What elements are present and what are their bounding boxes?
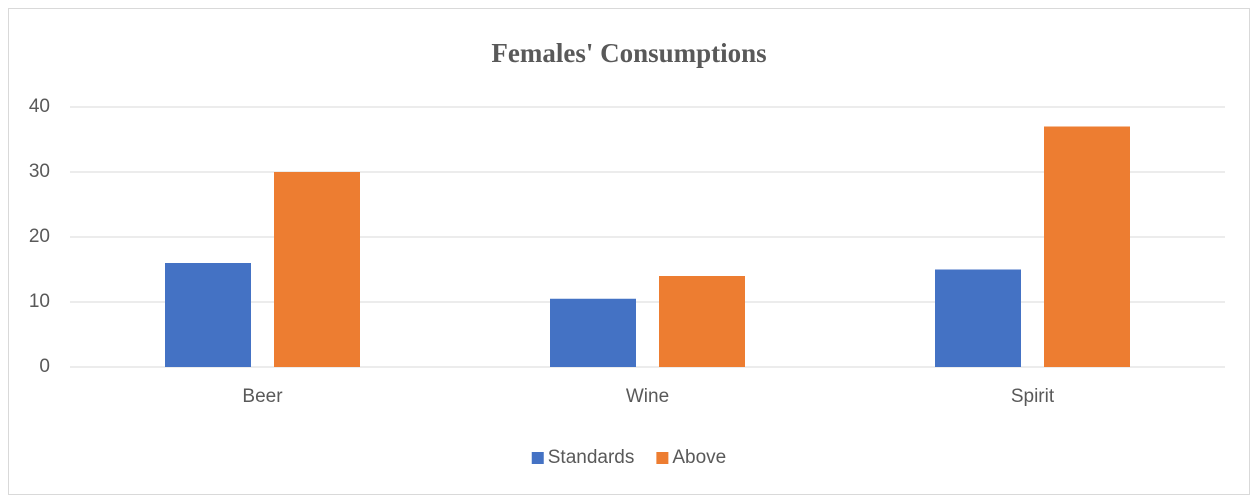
bar	[1044, 126, 1130, 367]
legend-swatch	[531, 452, 544, 464]
legend-swatch	[656, 452, 669, 464]
legend-label: Above	[672, 447, 726, 468]
x-tick-label: Beer	[242, 386, 283, 407]
y-tick-label: 10	[29, 291, 50, 312]
legend-label: Standards	[548, 447, 635, 468]
y-tick-label: 30	[29, 161, 50, 182]
x-tick-label: Wine	[626, 386, 669, 407]
chart-title: Females' Consumptions	[491, 38, 766, 68]
y-tick-label: 0	[39, 356, 50, 377]
bar	[935, 269, 1021, 367]
x-tick-label: Spirit	[1011, 386, 1055, 407]
y-tick-label: 20	[29, 226, 50, 247]
bar	[165, 263, 251, 367]
bar	[274, 172, 360, 367]
bar	[550, 298, 636, 367]
bar	[659, 276, 745, 367]
y-tick-label: 40	[29, 96, 50, 117]
